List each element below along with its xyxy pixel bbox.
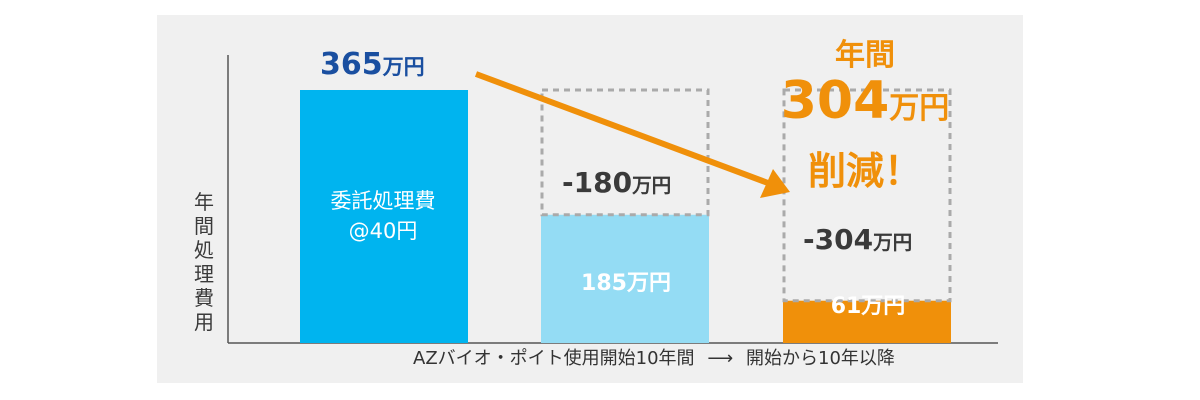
annotation-line1: 年間	[835, 38, 895, 73]
y-axis-label-char: 理	[194, 262, 214, 286]
top-value-unit: 万円	[382, 55, 425, 79]
annotation-line3: 削減！	[807, 149, 922, 193]
top-value-number: 365	[320, 47, 383, 82]
y-axis-label-char: 処	[194, 238, 214, 262]
x-caption-left: AZバイオ・ポイト使用開始10年間	[413, 348, 695, 369]
reduction-2-value: -304	[803, 223, 874, 256]
annotation-unit: 万円	[889, 91, 950, 126]
bar1-top-value: 365万円	[320, 47, 425, 82]
annotation-number: 304	[780, 71, 890, 131]
bar2-label: 185万円	[581, 271, 671, 296]
trend-arrow-line	[474, 71, 770, 186]
reduction-1-value: -180	[562, 166, 633, 199]
bar1-label-line2: @40円	[348, 219, 418, 243]
bar-2	[541, 214, 709, 343]
y-axis-label: 年 間 処 理 費 用	[192, 190, 216, 334]
trend-arrow-head-icon	[760, 169, 790, 198]
x-caption-right: 開始から10年以降	[746, 348, 895, 369]
reduction-2-unit: 万円	[873, 231, 913, 254]
reduction-label-1: -180万円	[562, 166, 671, 199]
reduction-1-unit: 万円	[632, 174, 672, 197]
y-axis-label-char: 費	[194, 286, 214, 310]
bar1-label-line1: 委託処理費	[330, 189, 436, 213]
bar1-label: 委託処理費 @40円	[300, 186, 466, 246]
y-axis-label-char: 年	[194, 190, 214, 214]
bar-1	[300, 90, 468, 343]
x-axis-caption: AZバイオ・ポイト使用開始10年間 ⟶ 開始から10年以降	[413, 344, 895, 370]
x-caption-arrow-icon: ⟶	[707, 348, 734, 369]
original-level-outline-1	[540, 88, 710, 217]
reduction-label-2: -304万円	[803, 223, 912, 256]
annotation-amount: 304万円	[760, 72, 970, 138]
y-axis-label-char: 用	[194, 310, 214, 334]
bar3-label: 61万円	[830, 294, 906, 319]
original-level-outline-2	[782, 88, 952, 303]
bar-3	[783, 300, 951, 343]
y-axis-label-char: 間	[194, 214, 214, 238]
